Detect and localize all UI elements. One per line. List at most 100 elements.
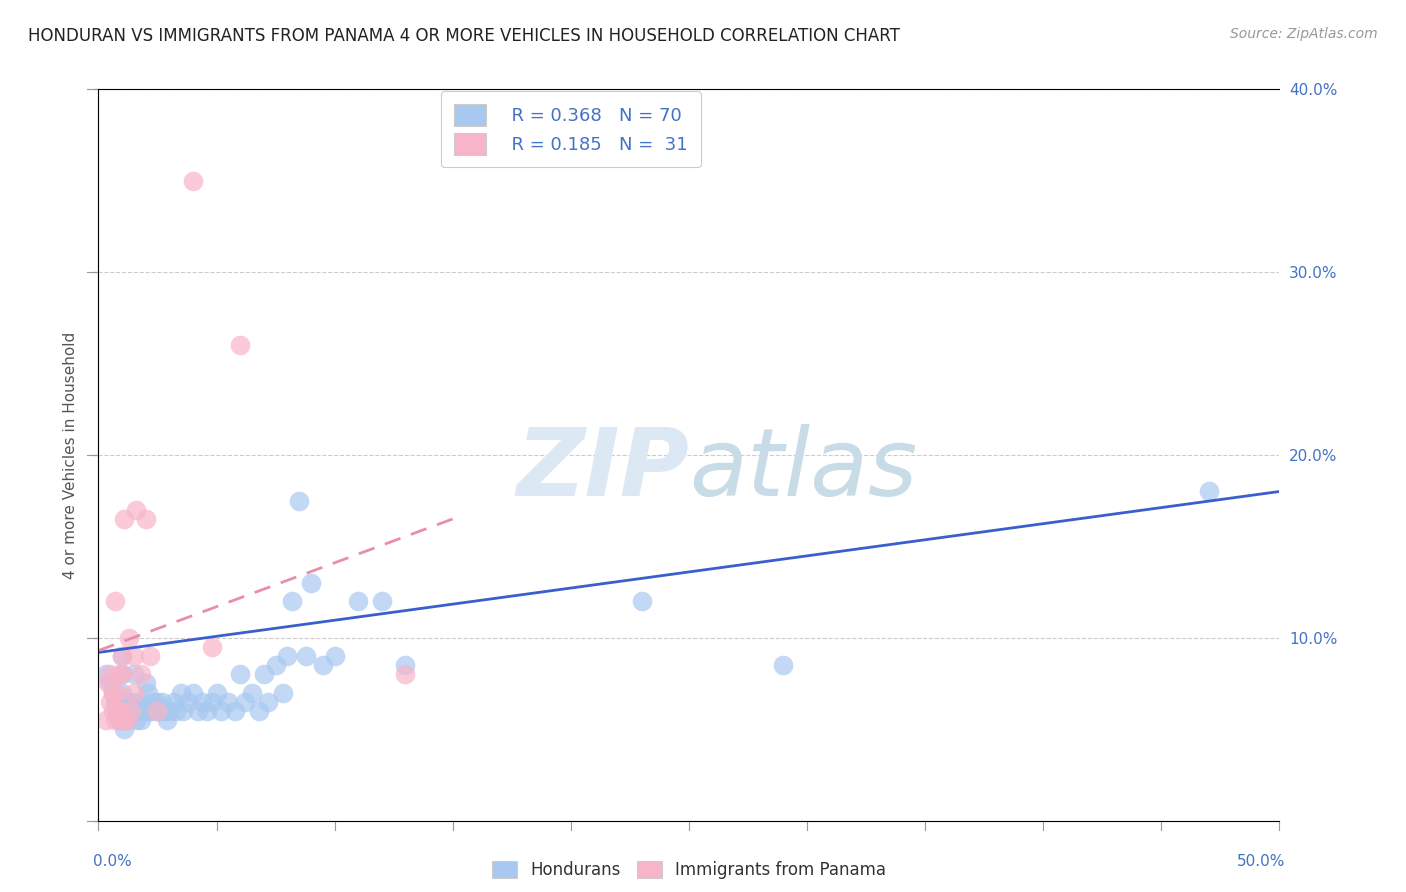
Point — [229, 338, 252, 352]
Point — [153, 704, 176, 718]
Point — [172, 704, 194, 718]
Point — [240, 685, 263, 699]
Point — [129, 695, 152, 709]
Point — [111, 649, 134, 664]
Point — [118, 704, 141, 718]
Point — [94, 713, 117, 727]
Point — [111, 704, 134, 718]
Point — [98, 676, 121, 690]
Text: Source: ZipAtlas.com: Source: ZipAtlas.com — [1230, 27, 1378, 41]
Point — [139, 704, 162, 718]
Point — [163, 695, 186, 709]
Point — [371, 594, 394, 608]
Point — [121, 704, 143, 718]
Point — [118, 695, 141, 709]
Text: atlas: atlas — [689, 424, 917, 515]
Point — [115, 704, 138, 718]
Point — [146, 695, 169, 709]
Point — [112, 512, 135, 526]
Point — [111, 649, 134, 664]
Point — [195, 704, 218, 718]
Point — [101, 685, 124, 699]
Point — [115, 713, 138, 727]
Point — [157, 704, 180, 718]
Point — [104, 594, 127, 608]
Point — [205, 685, 228, 699]
Point — [104, 713, 127, 727]
Point — [105, 704, 128, 718]
Point — [209, 704, 232, 718]
Point — [288, 493, 311, 508]
Point — [112, 713, 135, 727]
Point — [264, 658, 287, 673]
Point — [394, 667, 416, 681]
Point — [132, 704, 155, 718]
Point — [143, 704, 166, 718]
Point — [128, 704, 150, 718]
Point — [121, 704, 143, 718]
Point — [94, 667, 117, 681]
Point — [122, 649, 145, 664]
Point — [101, 704, 124, 718]
Point — [101, 685, 124, 699]
Point — [98, 695, 121, 709]
Point — [295, 649, 318, 664]
Point — [187, 704, 209, 718]
Point — [229, 667, 252, 681]
Point — [111, 667, 134, 681]
Point — [299, 576, 322, 591]
Point — [111, 667, 134, 681]
Point — [177, 695, 200, 709]
Point — [135, 512, 157, 526]
Point — [630, 594, 652, 608]
Point — [323, 649, 346, 664]
Point — [312, 658, 335, 673]
Point — [170, 685, 193, 699]
Point — [1198, 484, 1220, 499]
Point — [247, 704, 270, 718]
Point — [146, 704, 169, 718]
Point — [135, 676, 157, 690]
Point — [111, 685, 134, 699]
Point — [125, 713, 148, 727]
Point — [772, 658, 794, 673]
Point — [129, 713, 152, 727]
Point — [111, 713, 134, 727]
Point — [281, 594, 304, 608]
Point — [257, 695, 280, 709]
Point — [201, 695, 224, 709]
Point — [156, 713, 179, 727]
Point — [125, 502, 148, 516]
Point — [104, 695, 127, 709]
Point — [233, 695, 256, 709]
Point — [136, 685, 159, 699]
Point — [142, 695, 165, 709]
Point — [108, 667, 131, 681]
Legend: Hondurans, Immigrants from Panama: Hondurans, Immigrants from Panama — [485, 854, 893, 886]
Point — [253, 667, 276, 681]
Point — [118, 631, 141, 645]
Point — [108, 713, 131, 727]
Point — [271, 685, 294, 699]
Point — [181, 685, 204, 699]
Point — [217, 695, 239, 709]
Point — [191, 695, 214, 709]
Point — [276, 649, 298, 664]
Point — [224, 704, 246, 718]
Point — [129, 667, 152, 681]
Point — [139, 649, 162, 664]
Point — [105, 685, 128, 699]
Point — [112, 723, 135, 737]
Point — [97, 676, 120, 690]
Point — [122, 685, 145, 699]
Point — [347, 594, 370, 608]
Text: HONDURAN VS IMMIGRANTS FROM PANAMA 4 OR MORE VEHICLES IN HOUSEHOLD CORRELATION C: HONDURAN VS IMMIGRANTS FROM PANAMA 4 OR … — [28, 27, 900, 45]
Point — [122, 695, 145, 709]
Point — [165, 704, 187, 718]
Point — [201, 640, 224, 654]
Point — [108, 713, 131, 727]
Y-axis label: 4 or more Vehicles in Household: 4 or more Vehicles in Household — [63, 331, 77, 579]
Text: 0.0%: 0.0% — [93, 854, 131, 869]
Point — [394, 658, 416, 673]
Point — [105, 704, 128, 718]
